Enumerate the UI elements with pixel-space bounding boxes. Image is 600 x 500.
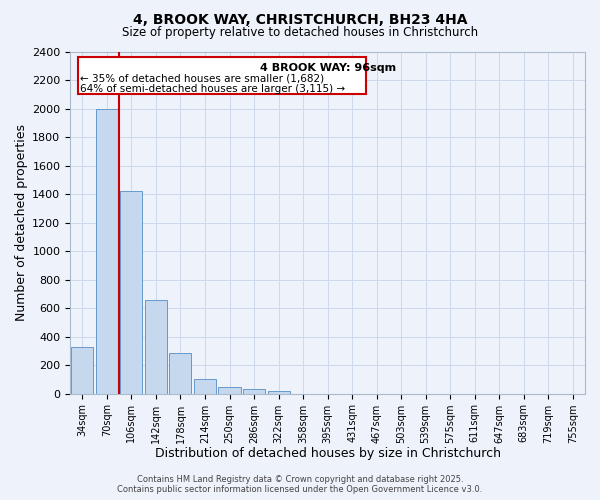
Text: ← 35% of detached houses are smaller (1,682): ← 35% of detached houses are smaller (1,… — [80, 74, 325, 84]
X-axis label: Distribution of detached houses by size in Christchurch: Distribution of detached houses by size … — [155, 447, 500, 460]
Bar — [96, 108, 118, 394]
Bar — [194, 380, 216, 394]
Text: 4, BROOK WAY, CHRISTCHURCH, BH23 4HA: 4, BROOK WAY, CHRISTCHURCH, BH23 4HA — [133, 12, 467, 26]
Text: Size of property relative to detached houses in Christchurch: Size of property relative to detached ho… — [122, 26, 478, 39]
Text: 4 BROOK WAY: 96sqm: 4 BROOK WAY: 96sqm — [260, 64, 395, 74]
Bar — [121, 191, 142, 394]
Text: Contains HM Land Registry data © Crown copyright and database right 2025.
Contai: Contains HM Land Registry data © Crown c… — [118, 474, 482, 494]
Bar — [169, 353, 191, 394]
Text: 64% of semi-detached houses are larger (3,115) →: 64% of semi-detached houses are larger (… — [80, 84, 346, 94]
Bar — [218, 387, 241, 394]
Bar — [243, 390, 265, 394]
Y-axis label: Number of detached properties: Number of detached properties — [15, 124, 28, 321]
Bar — [71, 348, 94, 394]
FancyBboxPatch shape — [78, 56, 366, 94]
Bar — [145, 300, 167, 394]
Bar — [268, 391, 290, 394]
